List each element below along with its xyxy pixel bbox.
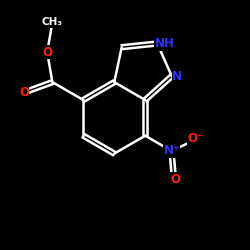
Text: O⁻: O⁻ bbox=[188, 132, 204, 145]
Text: O: O bbox=[171, 173, 181, 186]
Text: O: O bbox=[42, 46, 52, 59]
Text: CH₃: CH₃ bbox=[42, 17, 63, 27]
Text: N⁺: N⁺ bbox=[164, 144, 180, 158]
Text: O: O bbox=[19, 86, 29, 99]
Text: N: N bbox=[172, 70, 182, 82]
Text: NH: NH bbox=[154, 37, 174, 50]
